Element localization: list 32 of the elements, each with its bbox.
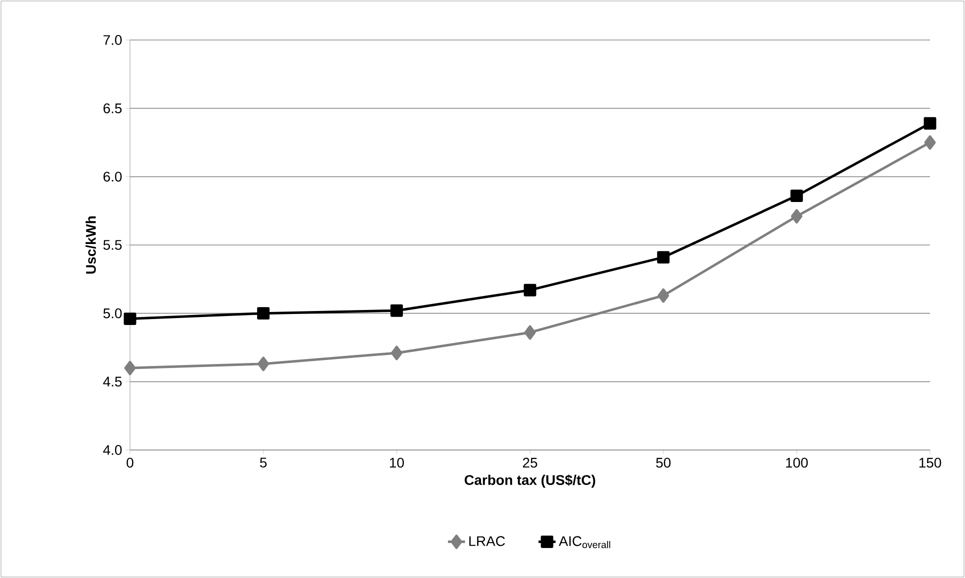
y-tick-label: 6.0 (104, 172, 122, 182)
x-tick-label: 25 (522, 458, 538, 468)
point (524, 325, 536, 340)
point (390, 346, 402, 360)
point (257, 307, 270, 320)
y-tick-label: 6.5 (104, 103, 122, 114)
y-axis-title: Usc/kWh (86, 216, 96, 274)
y-tick-label: 5.5 (103, 240, 122, 250)
legend-label: LRAC (469, 536, 505, 546)
point (790, 190, 803, 202)
point (658, 288, 670, 303)
point (790, 209, 802, 224)
point (924, 135, 936, 150)
x-tick-label: 0 (126, 458, 134, 468)
y-tick-label: 5.0 (103, 308, 122, 318)
x-axis-title: Carbon tax (US$/tC) (464, 474, 596, 488)
point (258, 356, 270, 372)
point (124, 312, 136, 326)
x-tick-label: 150 (919, 458, 942, 468)
point (657, 251, 670, 264)
point (124, 360, 136, 376)
x-tick-label: 100 (786, 458, 808, 468)
x-tick-label: 50 (656, 458, 671, 468)
point (524, 284, 536, 296)
y-tick-label: 4.0 (103, 445, 122, 455)
legend-label: AIC$_{overall}$ (558, 536, 610, 548)
x-tick-label: 5 (260, 458, 267, 468)
point (924, 117, 936, 130)
x-tick-label: 10 (390, 458, 404, 468)
point (390, 304, 403, 317)
y-tick-label: 7.0 (104, 35, 122, 45)
y-tick-label: 4.5 (103, 376, 122, 387)
